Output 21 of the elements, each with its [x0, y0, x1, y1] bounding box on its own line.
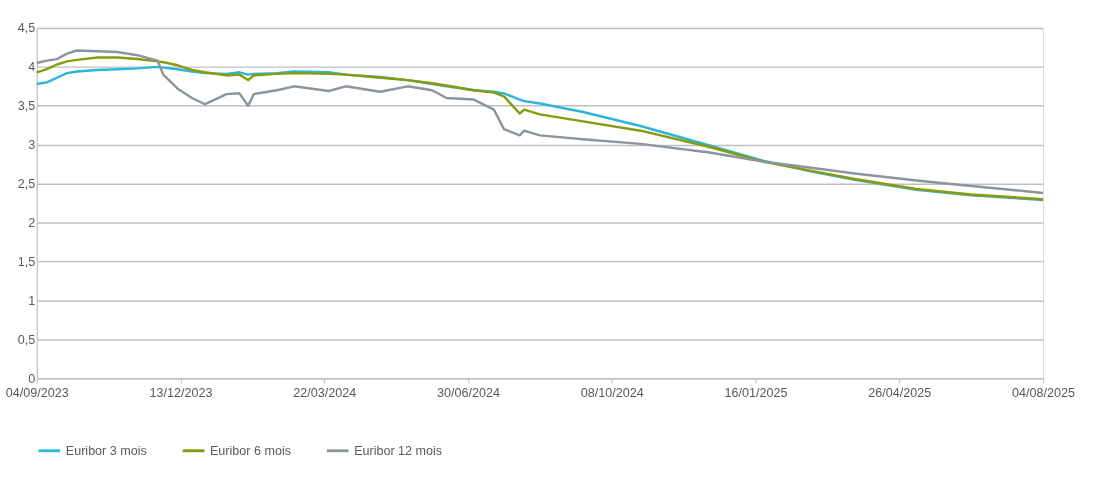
x-tick-label: 08/10/2024	[580, 386, 644, 401]
x-tick-label: 16/01/2025	[724, 386, 788, 401]
y-tick-label: 0	[28, 371, 36, 386]
y-tick-label: 4	[28, 60, 36, 75]
y-tick-label: 2	[28, 215, 36, 230]
y-tick-label: 4,5	[17, 21, 36, 36]
y-tick-label: 1,5	[17, 254, 36, 269]
legend-label: Euribor 3 mois	[65, 443, 147, 458]
legend-label: Euribor 6 mois	[209, 443, 291, 458]
x-tick-label: 13/12/2023	[149, 386, 213, 401]
y-tick-label: 3	[28, 138, 36, 153]
y-tick-label: 3,5	[17, 99, 36, 114]
y-tick-label: 2,5	[17, 176, 36, 191]
x-tick-label: 30/06/2024	[437, 386, 500, 401]
y-tick-label: 0,5	[17, 332, 36, 347]
x-tick-label: 04/09/2023	[5, 386, 69, 401]
x-tick-label: 26/04/2025	[868, 386, 932, 401]
x-tick-label: 22/03/2024	[293, 386, 357, 401]
x-tick-label: 04/08/2025	[1012, 386, 1075, 401]
legend-label: Euribor 12 mois	[354, 443, 443, 458]
y-tick-label: 1	[28, 293, 36, 308]
